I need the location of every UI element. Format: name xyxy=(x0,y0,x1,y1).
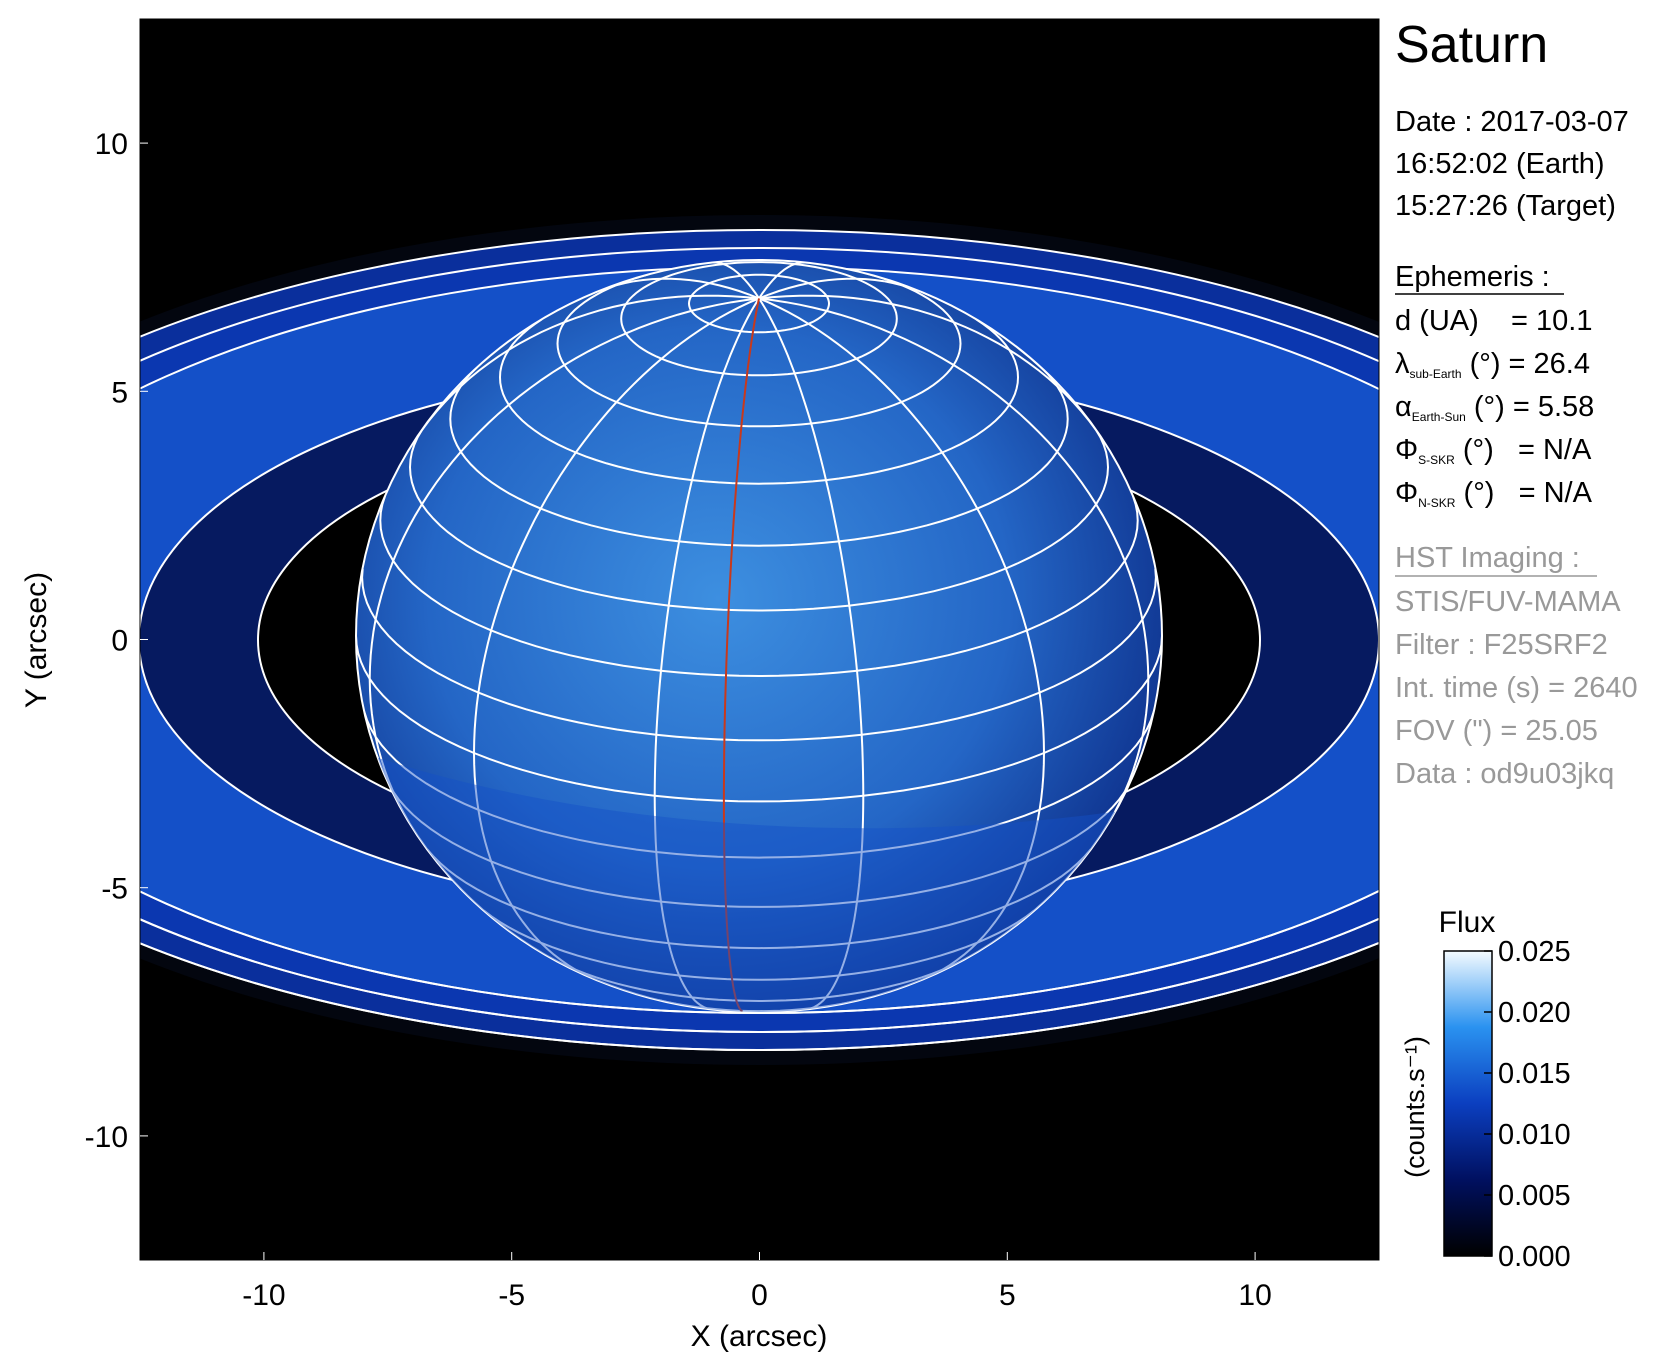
axes: -10 -5 0 5 10 -10 -5 0 5 10 xyxy=(85,128,1272,1312)
x-tick-label: -5 xyxy=(498,1279,525,1312)
colorbar-tick-label: 0.010 xyxy=(1498,1119,1571,1151)
ephemeris-line: ΦN-SKR (°) = N/A xyxy=(1395,477,1593,510)
symbol: Φ xyxy=(1395,477,1418,509)
y-tick-label: 0 xyxy=(111,625,128,658)
y-tick-label: -10 xyxy=(85,1121,128,1154)
y-tick-label: 5 xyxy=(111,376,128,409)
graticule-line xyxy=(620,261,898,377)
ephemeris-value: (°) = N/A xyxy=(1455,477,1592,509)
subscript: Earth-Sun xyxy=(1412,410,1466,424)
ephemeris-line: ΦS-SKR (°) = N/A xyxy=(1395,434,1592,467)
x-tick-label: 5 xyxy=(999,1279,1016,1312)
y-axis-label: Y (arcsec) xyxy=(20,572,53,708)
graticule-line xyxy=(556,273,962,428)
date-line: Date : 2017-03-07 xyxy=(1395,106,1629,138)
graticule-line xyxy=(449,366,1069,547)
colorbar-tick-label: 0.015 xyxy=(1498,1058,1571,1090)
y-tick-label: -5 xyxy=(101,873,128,906)
ephemeris-line: λsub-Earth (°) = 26.4 xyxy=(1395,348,1590,381)
graticule-line xyxy=(498,318,1020,485)
x-axis-label: X (arcsec) xyxy=(691,1320,828,1353)
hst-line: FOV (") = 25.05 xyxy=(1395,715,1598,747)
subscript: S-SKR xyxy=(1418,453,1455,467)
graticule-line xyxy=(408,429,1110,612)
graticule-line xyxy=(361,568,1157,742)
graticule-line xyxy=(758,294,1104,441)
ephemeris-value: (°) = N/A xyxy=(1455,434,1592,466)
graticule-line xyxy=(363,711,1155,859)
graticule-line xyxy=(758,297,1150,823)
subscript: N-SKR xyxy=(1418,496,1456,510)
ephemeris-value: (°) = 5.58 xyxy=(1466,391,1594,423)
colorbar-label: (counts.s⁻¹) xyxy=(1400,1036,1430,1178)
graticule-line xyxy=(599,277,760,300)
ephemeris-line: αEarth-Sun (°) = 5.58 xyxy=(1395,391,1594,424)
x-tick-label: -10 xyxy=(242,1279,285,1312)
ephemeris-heading: Ephemeris : xyxy=(1395,261,1550,293)
info-panel: Saturn Date : 2017-03-07 16:52:02 (Earth)… xyxy=(1395,16,1638,790)
graticule-line xyxy=(356,635,1162,803)
ephemeris-value: d (UA) = 10.1 xyxy=(1395,305,1592,337)
image xyxy=(140,19,1379,1260)
symbol: λ xyxy=(1395,348,1410,380)
colorbar xyxy=(1443,950,1493,1257)
planet-title: Saturn xyxy=(1395,16,1548,74)
hst-line: Data : od9u03jkq xyxy=(1395,758,1614,790)
hst-line: Filter : F25SRF2 xyxy=(1395,629,1608,661)
colorbar-tick-label: 0.020 xyxy=(1498,997,1571,1029)
x-tick-label: 10 xyxy=(1238,1279,1271,1312)
subscript: sub-Earth xyxy=(1410,367,1462,381)
graticule-line xyxy=(758,297,865,1011)
graticule-line xyxy=(387,783,1131,908)
ephemeris-line: d (UA) = 10.1 xyxy=(1395,305,1592,337)
x-tick-label: 0 xyxy=(751,1279,768,1312)
graticule-line xyxy=(758,277,919,300)
graticule-line xyxy=(758,297,1046,979)
colorbar-ticks: 0.000 0.005 0.010 0.015 0.020 0.025 xyxy=(1484,936,1571,1273)
symbol: Φ xyxy=(1395,434,1418,466)
graticule-line xyxy=(658,999,861,1012)
graticule-line xyxy=(722,298,760,1012)
graticule-line xyxy=(414,294,760,441)
colorbar-tick-label: 0.005 xyxy=(1498,1180,1571,1212)
hst-heading: HST Imaging : xyxy=(1395,542,1580,574)
graticule-line xyxy=(379,495,1139,678)
graticule-line xyxy=(548,956,970,1003)
colorbar-title: Flux xyxy=(1439,906,1496,939)
colorbar-tick-label: 0.000 xyxy=(1498,1241,1571,1273)
symbol: α xyxy=(1395,391,1412,423)
graticule-line xyxy=(687,273,831,334)
ephemeris-value: (°) = 26.4 xyxy=(1462,348,1590,380)
graticule-line xyxy=(472,297,760,979)
hst-line: Int. time (s) = 2640 xyxy=(1395,672,1638,704)
graticule-line xyxy=(426,848,1092,950)
graticule-line xyxy=(713,261,760,299)
hst-line: STIS/FUV-MAMA xyxy=(1395,586,1621,618)
date-line: 15:27:26 (Target) xyxy=(1395,190,1616,222)
colorbar-tick-label: 0.025 xyxy=(1498,936,1571,968)
graticule-line xyxy=(653,297,760,1011)
date-line: 16:52:02 (Earth) xyxy=(1395,148,1605,180)
graticule-line xyxy=(368,297,760,823)
graticule-line xyxy=(483,909,1035,981)
graticule-line xyxy=(758,261,805,299)
y-tick-label: 10 xyxy=(95,128,128,161)
